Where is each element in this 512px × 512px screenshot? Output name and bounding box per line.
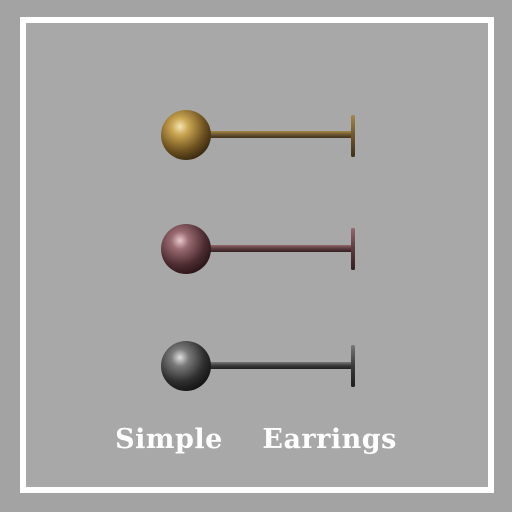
rose-ball-stud-earring-icon: [161, 224, 355, 274]
silver-ball-stud-earring-icon: [161, 341, 355, 391]
caption-title: Simple Earrings: [115, 424, 397, 455]
white-border-panel: [20, 17, 494, 493]
gold-ball-stud-earring-icon: [161, 110, 355, 160]
